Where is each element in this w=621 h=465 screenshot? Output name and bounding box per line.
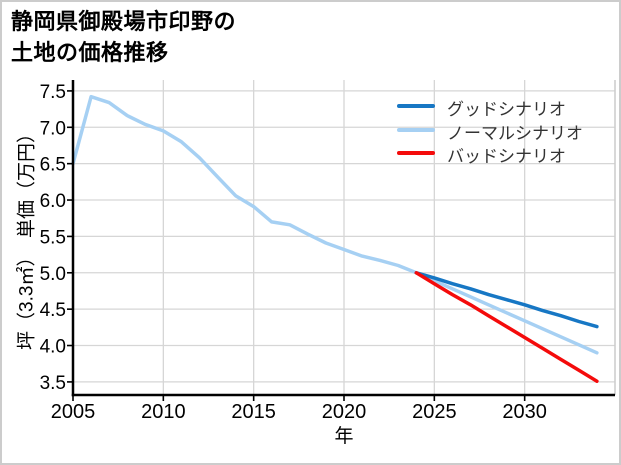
x-tick-label: 2020 [322, 401, 367, 423]
y-tick-label: 5.5 [40, 227, 66, 248]
x-tick-label: 2025 [412, 401, 457, 423]
chart-title: 静岡県御殿場市印野の 土地の価格推移 [11, 9, 237, 65]
y-tick-label: 3.5 [40, 373, 66, 394]
series-line [414, 271, 599, 329]
x-tick-label: 2030 [502, 401, 547, 423]
x-axis-label: 年 [334, 426, 354, 447]
legend-swatch-line [397, 151, 435, 155]
y-tick-label: 4.0 [40, 337, 66, 358]
legend-label: グッドシナリオ [447, 100, 566, 119]
x-tick-label: 2010 [141, 401, 186, 423]
legend-label: バッドシナリオ [447, 147, 566, 166]
y-tick-label: 6.0 [40, 191, 66, 212]
y-tick-label: 7.5 [40, 82, 66, 103]
y-tick-label: 5.0 [40, 264, 66, 285]
legend-swatch-line [397, 104, 435, 108]
x-tick-label: 2015 [231, 401, 276, 423]
x-tick-label: 2005 [51, 401, 96, 423]
legend-label: ノーマルシナリオ [447, 123, 583, 143]
series-line [414, 271, 599, 383]
legend-swatch-line [397, 127, 435, 132]
y-axis-label: 坪（3.3㎡） 単価（万円） [16, 124, 38, 350]
y-tick-label: 7.0 [40, 118, 66, 139]
y-tick-label: 6.5 [40, 155, 66, 176]
y-tick-label: 4.5 [40, 300, 66, 321]
series-line [71, 94, 599, 355]
